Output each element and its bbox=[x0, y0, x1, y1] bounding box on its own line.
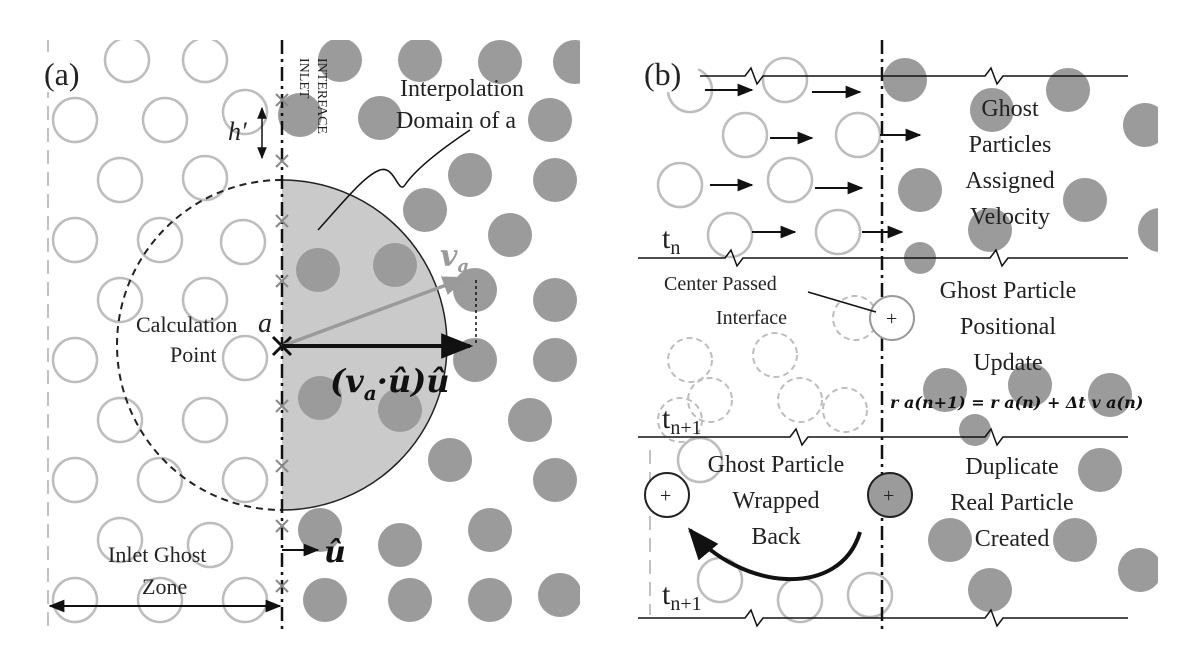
velocity-arrows bbox=[705, 83, 922, 239]
row2-left-2: Interface bbox=[716, 307, 787, 329]
panel-a-label: (a) bbox=[44, 56, 80, 92]
duplicate-plus: + bbox=[883, 485, 894, 507]
row1-real-particles bbox=[883, 58, 1158, 274]
row3-right-2: Real Particle bbox=[950, 490, 1073, 516]
row3-right-3: Created bbox=[975, 526, 1050, 552]
domain-label-1: Interpolation bbox=[400, 76, 524, 102]
row2-left-1: Center Passed bbox=[664, 273, 777, 295]
point-a-label: a bbox=[258, 308, 272, 339]
ghost-zone-label-2: Zone bbox=[142, 574, 187, 599]
row3-left-1: Ghost Particle bbox=[708, 452, 845, 478]
row2-right-text: Ghost Particle Positional Update bbox=[940, 278, 1077, 376]
row2-right-2: Positional bbox=[960, 314, 1056, 340]
domain-leader bbox=[317, 129, 471, 231]
row1-line-3: Assigned bbox=[965, 168, 1054, 194]
passed-particle-plus: + bbox=[886, 308, 897, 330]
support-circle bbox=[116, 179, 283, 511]
real-particles bbox=[278, 40, 580, 622]
va-label: va bbox=[440, 239, 469, 277]
inlet-label-1: INLET bbox=[296, 58, 311, 99]
row3-left-text: Ghost Particle Wrapped Back bbox=[708, 452, 845, 550]
row3-real-particles bbox=[928, 448, 1158, 612]
calc-point-label-2: Point bbox=[170, 342, 216, 367]
inlet-label-2: INTERFACE bbox=[314, 58, 329, 134]
row2-time: tn+1 bbox=[662, 402, 702, 439]
passed-particle bbox=[869, 295, 915, 341]
duplicate-real-particle bbox=[867, 472, 913, 518]
panel-b-label: (b) bbox=[644, 56, 681, 92]
wrapped-ghost-particle bbox=[644, 472, 690, 518]
row1-line-1: Ghost bbox=[981, 96, 1039, 122]
row3-right-1: Duplicate bbox=[965, 454, 1058, 480]
center-passed-leader bbox=[807, 291, 877, 313]
velocity-arrow bbox=[281, 276, 468, 348]
projection-label: (va·û)û bbox=[330, 362, 450, 405]
row1-line-4: Velocity bbox=[970, 204, 1050, 230]
h-prime-label: h′ bbox=[228, 117, 247, 146]
panel-a: (a) INLET INTERFACE h′ Interpolation Dom… bbox=[42, 40, 580, 630]
label-b-bg bbox=[642, 52, 698, 92]
label-a-bg bbox=[42, 52, 94, 92]
ghost-zone-label-1: Inlet Ghost bbox=[108, 542, 206, 567]
row2-right-3: Update bbox=[973, 350, 1042, 376]
row2-ghost-particles bbox=[657, 295, 878, 443]
interface-markers bbox=[275, 93, 289, 593]
row-separators bbox=[638, 66, 1128, 628]
row2-real-particles bbox=[923, 363, 1132, 446]
row1-text: Ghost Particles Assigned Velocity bbox=[965, 96, 1054, 230]
row3-time: tn+1 bbox=[662, 578, 702, 615]
u-hat-label: û bbox=[324, 535, 346, 570]
wrapped-plus: + bbox=[660, 485, 671, 507]
row1-time: tn bbox=[662, 222, 680, 259]
row2-equation: r a(n+1) = r a(n) + Δt v a(n) bbox=[890, 393, 1143, 412]
panel-b: + + + (b) Ghost Particles Assigned Veloc… bbox=[638, 40, 1158, 630]
row3-left-2: Wrapped bbox=[733, 488, 820, 514]
calc-point-label-1: Calculation bbox=[136, 312, 237, 337]
row3-right-text: Duplicate Real Particle Created bbox=[950, 454, 1073, 552]
wrap-back-arrow bbox=[687, 527, 862, 581]
panel-a-particles bbox=[51, 40, 580, 624]
row2-right-1: Ghost Particle bbox=[940, 278, 1077, 304]
domain-label-2: Domain of a bbox=[396, 108, 516, 134]
row1-line-2: Particles bbox=[969, 132, 1052, 158]
row3-left-3: Back bbox=[751, 524, 800, 550]
panel-b-particles bbox=[656, 56, 1158, 624]
